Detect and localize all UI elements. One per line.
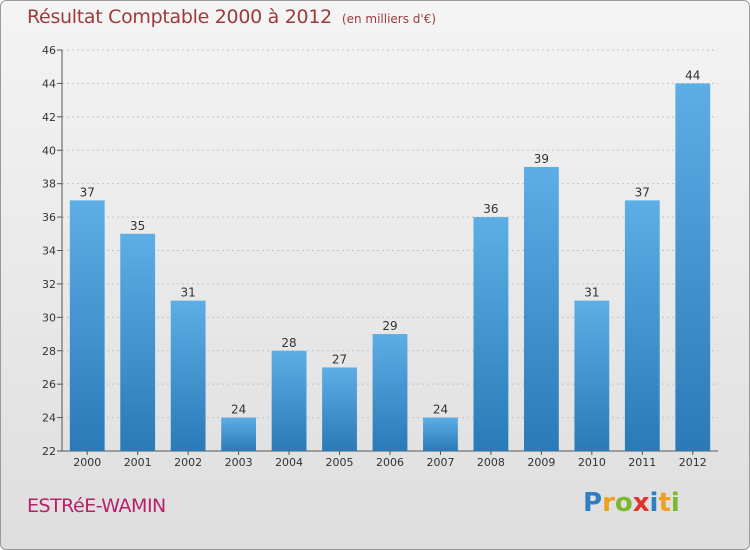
chart-title-text: Résultat Comptable 2000 à 2012: [27, 6, 332, 28]
bar-value-label: 28: [281, 336, 296, 350]
y-tick-label: 22: [42, 445, 56, 458]
bar: [372, 334, 408, 451]
y-tick-label: 24: [42, 412, 56, 425]
bar: [523, 166, 559, 452]
bar: [423, 417, 458, 451]
bar-value-label: 24: [433, 403, 448, 417]
x-tick-label: 2001: [124, 456, 152, 469]
bar: [322, 367, 357, 451]
bar: [120, 233, 156, 451]
chart-subtitle: (en milliers d'€): [341, 12, 437, 26]
bar-value-label: 35: [130, 219, 145, 233]
logo-letter: i: [670, 488, 680, 518]
bar-value-label: 37: [635, 185, 650, 199]
y-tick-label: 40: [42, 144, 56, 157]
y-tick-label: 38: [42, 178, 56, 191]
bar-value-label: 36: [483, 202, 498, 216]
bar-value-label: 27: [332, 352, 347, 366]
logo-letter: P: [583, 488, 603, 518]
y-tick-label: 46: [42, 44, 56, 57]
bar: [170, 300, 206, 451]
bar-value-label: 24: [231, 403, 246, 417]
logo-letter: o: [614, 488, 633, 518]
x-tick-label: 2004: [275, 456, 303, 469]
bar: [624, 200, 660, 451]
y-tick-label: 32: [42, 278, 56, 291]
bar-value-label: 29: [382, 319, 397, 333]
bar: [69, 200, 105, 451]
commune-name: ESTRéE-WAMIN: [27, 495, 166, 517]
y-tick-label: 28: [42, 345, 56, 358]
y-tick-label: 36: [42, 211, 56, 224]
x-tick-label: 2005: [326, 456, 354, 469]
x-tick-label: 2012: [679, 456, 707, 469]
x-tick-label: 2002: [174, 456, 202, 469]
y-tick-label: 30: [42, 311, 56, 324]
bar-value-label: 31: [584, 286, 599, 300]
bar: [271, 350, 307, 451]
y-tick-label: 44: [42, 77, 56, 90]
logo-letter: r: [602, 488, 615, 518]
x-tick-label: 2003: [225, 456, 253, 469]
bar: [574, 300, 610, 451]
bar: [221, 417, 257, 451]
bar: [473, 217, 509, 451]
y-tick-label: 34: [42, 245, 56, 258]
x-tick-label: 2008: [477, 456, 505, 469]
bar-value-label: 37: [80, 185, 95, 199]
y-tick-label: 42: [42, 111, 56, 124]
x-tick-label: 2011: [628, 456, 656, 469]
logo-letter: i: [649, 488, 659, 518]
bar-value-label: 31: [181, 286, 196, 300]
bar-value-label: 44: [685, 68, 700, 82]
proxiti-logo: Proxiti: [583, 488, 680, 518]
logo-letter: t: [658, 488, 671, 518]
x-tick-label: 2000: [73, 456, 101, 469]
y-tick-label: 26: [42, 378, 56, 391]
x-tick-label: 2010: [578, 456, 606, 469]
bar: [675, 83, 711, 452]
x-tick-label: 2009: [527, 456, 555, 469]
bars: [69, 83, 711, 452]
logo-letter: x: [632, 488, 650, 518]
chart-title: Résultat Comptable 2000 à 2012 (en millie…: [27, 6, 436, 28]
bar-value-label: 39: [534, 152, 549, 166]
labels: 22 24 26 28 30 32 34 36 38 40 42 44 46 37 2000 35 2001 31…: [42, 44, 707, 469]
x-tick-label: 2006: [376, 456, 404, 469]
x-tick-label: 2007: [426, 456, 454, 469]
